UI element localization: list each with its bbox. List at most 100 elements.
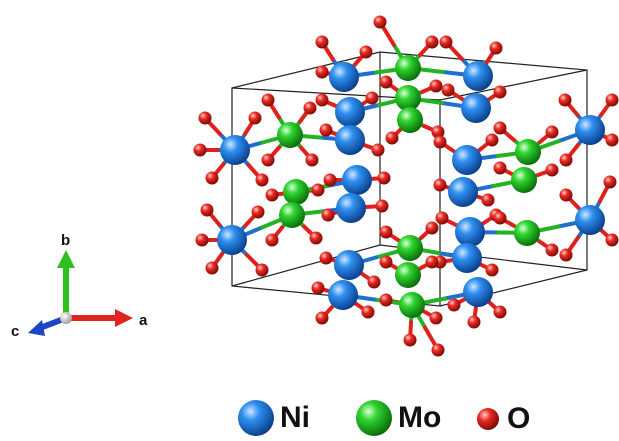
oxygen-atom xyxy=(545,243,559,257)
oxygen-atom xyxy=(559,153,573,167)
b-axis-arrowhead xyxy=(57,250,75,268)
oxygen-atom xyxy=(367,275,381,289)
oxygen-atom xyxy=(447,298,461,312)
molybdenum-atom xyxy=(397,235,423,261)
oxygen-atom xyxy=(441,83,455,97)
oxygen-atom xyxy=(248,111,262,125)
oxygen-atom xyxy=(481,193,495,207)
molybdenum-atom xyxy=(395,85,421,111)
oxygen-atom xyxy=(489,41,503,55)
oxygen-atom xyxy=(433,178,447,192)
oxygen-atom xyxy=(425,255,439,269)
oxygen-atom xyxy=(261,153,275,167)
oxygen-atom xyxy=(375,199,389,213)
oxygen-atom xyxy=(435,211,449,225)
nickel-atom xyxy=(335,97,365,127)
nickel-atom xyxy=(463,61,493,91)
oxygen-atom xyxy=(605,233,619,247)
oxygen-atom xyxy=(558,93,572,107)
atoms-layer xyxy=(193,15,619,357)
oxygen-atom xyxy=(379,293,393,307)
nickel-atom xyxy=(329,62,359,92)
oxygen-atom xyxy=(377,171,391,185)
oxygen-atom xyxy=(311,281,325,295)
molybdenum-atom xyxy=(511,167,537,193)
oxygen-atom xyxy=(439,35,453,49)
oxygen-atom xyxy=(265,233,279,247)
oxygen-atom xyxy=(429,311,443,325)
molybdenum-atom xyxy=(399,292,425,318)
oxygen-atom xyxy=(205,171,219,185)
nickel-atom xyxy=(463,277,493,307)
oxygen-atom xyxy=(431,125,445,139)
oxygen-atom xyxy=(429,79,443,93)
oxygen-atom xyxy=(373,15,387,29)
nickel-atom xyxy=(461,93,491,123)
nickel-atom xyxy=(336,193,366,223)
oxygen-atom xyxy=(305,153,319,167)
oxygen-atom xyxy=(545,163,559,177)
oxygen-atom xyxy=(319,251,333,265)
oxygen-atom xyxy=(559,188,573,202)
nickel-atom xyxy=(448,177,478,207)
axis-origin xyxy=(60,312,72,324)
oxygen-atom xyxy=(251,205,265,219)
oxygen-atom xyxy=(261,93,275,107)
oxygen-atom xyxy=(603,175,617,189)
oxygen-atom xyxy=(319,123,333,137)
oxygen-atom xyxy=(493,161,507,175)
nickel-atom xyxy=(328,280,358,310)
oxygen-atom xyxy=(467,315,481,329)
nickel-atom xyxy=(452,243,482,273)
molybdenum-atom xyxy=(395,55,421,81)
oxygen-atom xyxy=(559,248,573,262)
molybdenum-atom xyxy=(514,220,540,246)
oxygen-atom xyxy=(315,65,329,79)
oxygen-atom xyxy=(315,35,329,49)
oxygen-atom xyxy=(493,211,507,225)
oxygen-atom xyxy=(425,221,439,235)
oxygen-atom xyxy=(403,333,417,347)
oxygen-atom xyxy=(315,93,329,107)
oxygen-atom xyxy=(493,85,507,99)
c-axis-arrowhead xyxy=(28,320,45,336)
oxygen-atom xyxy=(200,203,214,217)
oxygen-atom xyxy=(323,173,337,187)
oxygen-atom xyxy=(379,255,393,269)
molybdenum-atom xyxy=(279,202,305,228)
b-axis-label: b xyxy=(61,232,70,249)
oxygen-atom xyxy=(605,93,619,107)
oxygen-atom xyxy=(321,208,335,222)
oxygen-atom xyxy=(493,305,507,319)
oxygen-atom xyxy=(425,35,439,49)
oxygen-atom xyxy=(433,135,447,149)
molybdenum-atom xyxy=(395,262,421,288)
nickel-atom xyxy=(220,135,250,165)
oxygen-atom xyxy=(193,143,207,157)
oxygen-atom xyxy=(359,45,373,59)
oxygen-atom xyxy=(265,188,279,202)
nickel-atom xyxy=(334,250,364,280)
nickel-atom xyxy=(575,115,605,145)
oxygen-atom xyxy=(255,173,269,187)
nickel-atom xyxy=(217,225,247,255)
oxygen-atom xyxy=(361,305,375,319)
molybdenum-atom xyxy=(283,179,309,205)
molybdenum-atom xyxy=(515,139,541,165)
oxygen-atom xyxy=(365,91,379,105)
oxygen-atom xyxy=(255,263,269,277)
oxygen-atom xyxy=(371,143,385,157)
oxygen-atom xyxy=(205,261,219,275)
nickel-atom xyxy=(342,165,372,195)
oxygen-atom xyxy=(198,111,212,125)
oxygen-atom xyxy=(605,133,619,147)
oxygen-atom xyxy=(195,233,209,247)
nickel-atom xyxy=(455,217,485,247)
oxygen-atom xyxy=(385,131,399,145)
oxygen-atom xyxy=(379,75,393,89)
oxygen-atom xyxy=(431,343,445,357)
oxygen-atom xyxy=(485,133,499,147)
axis-indicator: b a c xyxy=(11,232,148,340)
oxygen-atom xyxy=(493,121,507,135)
